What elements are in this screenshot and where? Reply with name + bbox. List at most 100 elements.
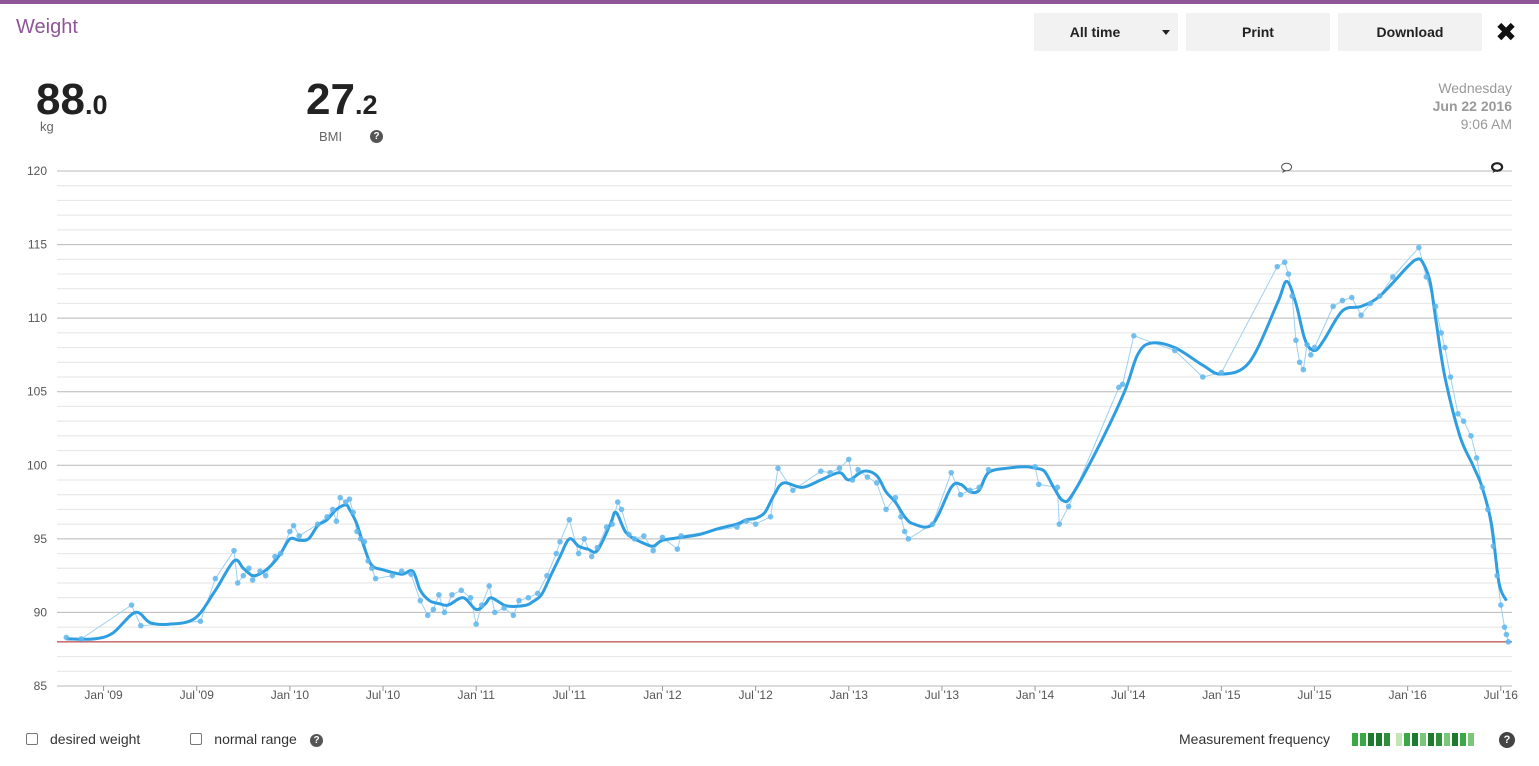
weight-unit: kg <box>40 119 54 134</box>
measurement-point <box>818 468 824 474</box>
weight-value-dec: .0 <box>84 90 108 120</box>
desired-weight-checkbox[interactable] <box>26 733 38 745</box>
measurement-point <box>752 521 759 527</box>
measurement-point <box>603 524 610 530</box>
measurement-point <box>408 571 414 577</box>
measurement-point <box>581 536 588 542</box>
frequency-bar <box>1443 732 1450 746</box>
frequency-bar <box>1351 732 1358 746</box>
measurement-point <box>231 547 237 554</box>
x-tick-label: Jul '12 <box>738 688 773 702</box>
measurement-point <box>354 528 360 535</box>
measurement-point <box>78 636 85 642</box>
x-tick-label: Jul '09 <box>180 688 215 702</box>
measurement-point <box>1484 506 1491 513</box>
measurement-point <box>864 474 871 480</box>
frequency-bars <box>1351 732 1476 746</box>
measurement-time: 9:06 AM <box>1460 116 1512 132</box>
measurement-point <box>1468 433 1474 439</box>
measurement-point <box>855 466 861 473</box>
x-tick-label: Jul '11 <box>553 688 587 702</box>
measurement-point <box>1056 521 1063 527</box>
measurement-point <box>1339 297 1346 304</box>
frequency-help-icon[interactable]: ? <box>1499 732 1515 748</box>
bmi-label: BMI <box>319 129 343 144</box>
measurement-point <box>1389 274 1396 280</box>
measurement-point <box>1035 481 1042 488</box>
measurement-point <box>1438 330 1445 336</box>
time-range-dropdown[interactable]: All time <box>1034 13 1178 51</box>
measurement-point <box>618 506 625 513</box>
measurement-point <box>1460 418 1467 424</box>
x-tick-label: Jan '10 <box>271 688 310 702</box>
normal-range-help-icon[interactable]: ? <box>310 734 323 747</box>
frequency-bar <box>1403 732 1410 746</box>
measurement-point <box>257 568 263 575</box>
y-tick-label: 95 <box>34 532 48 546</box>
measurement-day: Wednesday <box>1438 80 1512 96</box>
measurement-point <box>486 583 493 589</box>
comment-filled-icon[interactable] <box>1490 162 1504 173</box>
bmi-help-icon[interactable]: ? <box>370 130 383 143</box>
y-tick-label: 115 <box>28 238 47 252</box>
desired-weight-toggle[interactable]: desired weight <box>26 731 140 747</box>
y-tick-label: 100 <box>27 458 47 472</box>
normal-range-checkbox[interactable] <box>190 733 203 745</box>
measurement-point <box>1330 303 1336 310</box>
measurement-point <box>1032 463 1038 470</box>
measurement-date: Jun 22 2016 <box>1432 98 1512 114</box>
download-button[interactable]: Download <box>1338 13 1482 51</box>
measurement-point <box>1285 271 1292 277</box>
measurement-point <box>398 568 405 575</box>
measurement-point <box>767 513 774 520</box>
close-icon[interactable]: ✖ <box>1495 17 1517 47</box>
measurement-point <box>1503 631 1510 638</box>
measurement-point <box>650 547 656 554</box>
measurement-point <box>1494 572 1500 579</box>
desired-weight-label: desired weight <box>50 731 141 747</box>
weight-value-int: 88 <box>36 75 85 124</box>
x-tick-label: Jan '16 <box>1389 688 1428 702</box>
measurement-point <box>467 594 474 601</box>
measurement-point <box>631 536 638 542</box>
measurement-point <box>510 612 517 619</box>
measurement-point <box>350 509 357 516</box>
y-tick-label: 90 <box>34 605 48 619</box>
print-button[interactable]: Print <box>1186 13 1330 51</box>
measurement-point <box>743 518 750 524</box>
trend-line <box>66 257 1508 641</box>
measurement-point <box>197 618 204 625</box>
x-tick-label: Jan '09 <box>84 688 123 702</box>
measurement-point <box>1442 344 1448 351</box>
frequency-bar <box>1467 732 1474 746</box>
frequency-bar <box>1451 732 1458 746</box>
measurement-point <box>626 531 632 538</box>
measurement-point <box>361 539 368 545</box>
measurement-point <box>128 602 135 608</box>
bmi-label-row: BMI ? <box>319 129 383 144</box>
measurement-point <box>372 575 379 582</box>
measurement-point <box>873 480 880 486</box>
measurement-point <box>1300 366 1307 373</box>
measurement-point <box>898 513 904 520</box>
measurement-point <box>315 521 321 527</box>
y-tick-label: 110 <box>28 311 47 325</box>
measurement-point <box>1367 300 1374 307</box>
frequency-bar <box>1459 732 1466 746</box>
weight-chart[interactable]: 85 90 95 100 105 110 115 120 Jan '09 Jul '09 Jan '… <box>0 150 1539 710</box>
measurement-point <box>1274 263 1281 270</box>
normal-range-toggle[interactable]: normal range <box>190 731 297 747</box>
measurement-point <box>790 487 796 494</box>
time-range-label: All time <box>1069 24 1121 40</box>
measurement-point <box>1498 602 1504 608</box>
comment-icon[interactable] <box>1281 162 1293 173</box>
measurement-point <box>240 572 247 579</box>
measurement-point <box>441 609 448 616</box>
measurement-point <box>324 513 330 520</box>
measurement-point <box>659 534 666 541</box>
measurement-point <box>516 597 522 604</box>
measurement-point <box>883 506 889 513</box>
measurement-point <box>957 491 964 498</box>
measurement-point <box>329 506 336 513</box>
measurement-point <box>534 590 541 597</box>
